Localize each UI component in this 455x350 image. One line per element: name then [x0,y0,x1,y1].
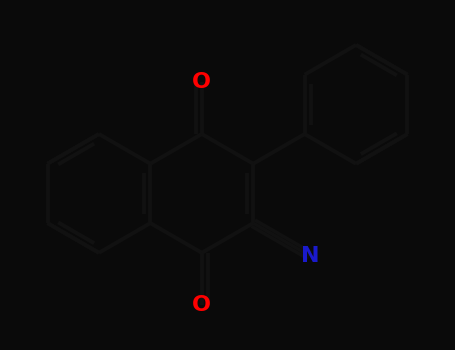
Text: N: N [301,246,319,266]
Text: O: O [192,295,211,315]
Text: O: O [192,72,211,92]
